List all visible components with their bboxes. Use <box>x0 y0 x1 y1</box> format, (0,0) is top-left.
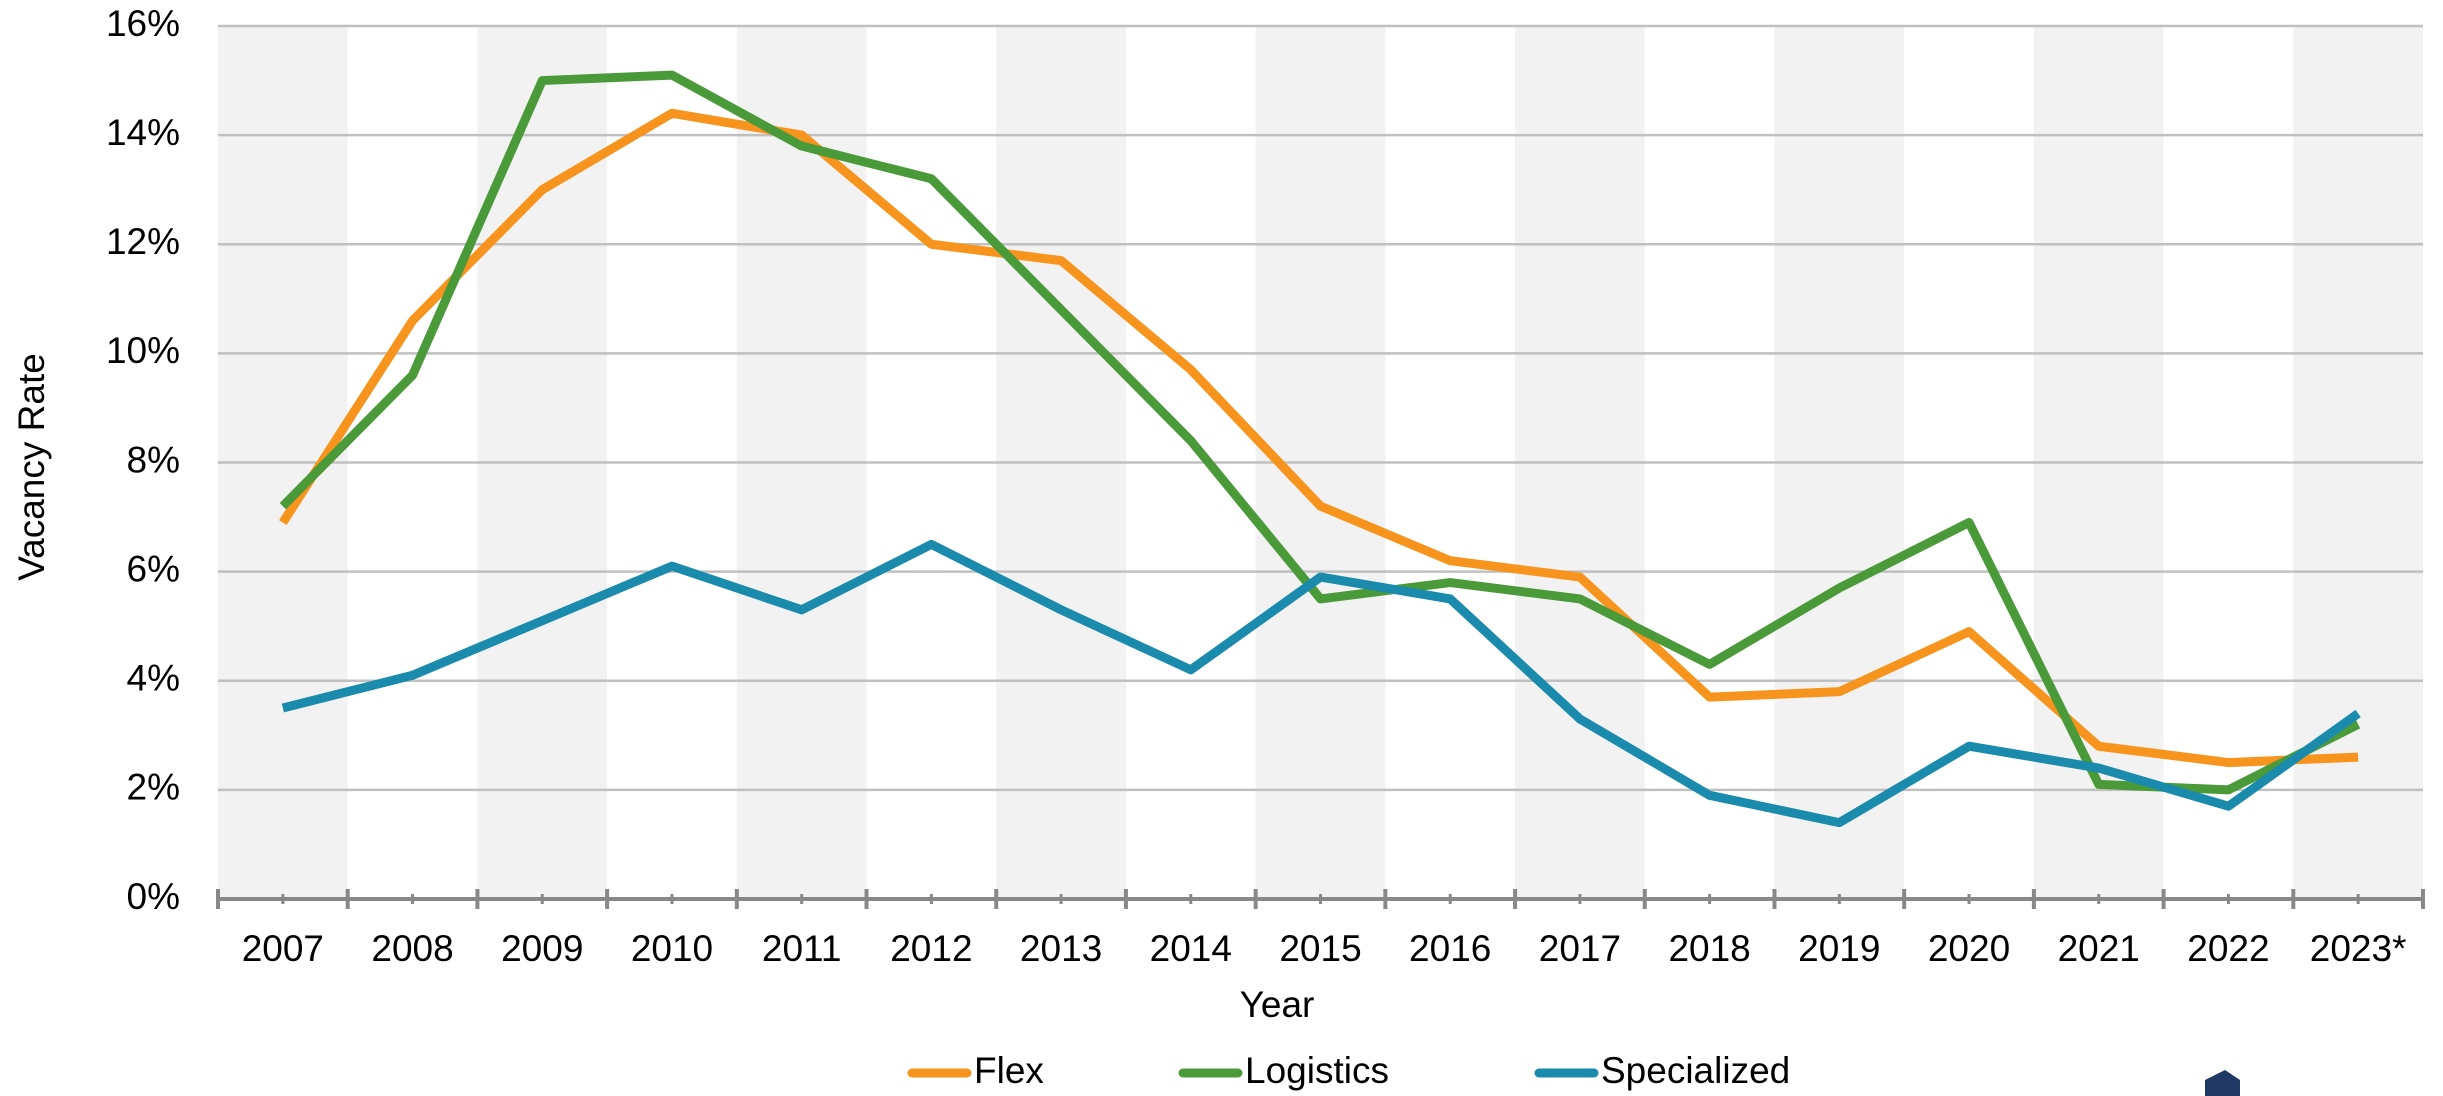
y-tick-label: 16% <box>106 3 180 44</box>
x-tick-label: 2007 <box>242 928 324 969</box>
x-tick-label: 2021 <box>2058 928 2140 969</box>
x-tick-label: 2019 <box>1798 928 1880 969</box>
logo <box>2205 1070 2240 1096</box>
y-tick-label: 2% <box>127 767 180 808</box>
x-tick-label: 2018 <box>1668 928 1750 969</box>
legend-label: Logistics <box>1245 1050 1389 1091</box>
x-tick-label: 2020 <box>1928 928 2010 969</box>
y-tick-label: 4% <box>127 658 180 699</box>
x-tick-label: 2008 <box>371 928 453 969</box>
x-tick-label: 2010 <box>631 928 713 969</box>
x-tick-label: 2016 <box>1409 928 1491 969</box>
x-tick-label: 2015 <box>1279 928 1361 969</box>
x-tick-label: 2013 <box>1020 928 1102 969</box>
y-tick-label: 0% <box>127 876 180 917</box>
y-tick-label: 10% <box>106 330 180 371</box>
y-tick-label: 12% <box>106 221 180 262</box>
x-tick-label: 2012 <box>890 928 972 969</box>
y-tick-label: 6% <box>127 548 180 589</box>
x-tick-label: 2017 <box>1539 928 1621 969</box>
y-axis-label: Vacancy Rate <box>11 353 52 581</box>
x-tick-label: 2023* <box>2310 928 2407 969</box>
line <box>279 70 2361 795</box>
legend-label: Specialized <box>1601 1050 1790 1091</box>
x-tick-label: 2022 <box>2187 928 2269 969</box>
legend-label: Flex <box>974 1050 1044 1091</box>
x-axis-label: Year <box>1240 984 1315 1025</box>
x-tick-label: 2011 <box>762 928 842 969</box>
x-tick-label: 2014 <box>1150 928 1232 969</box>
line <box>281 539 2361 828</box>
line <box>279 108 2359 768</box>
y-tick-label: 8% <box>127 439 180 480</box>
x-tick-label: 2009 <box>501 928 583 969</box>
y-tick-label: 14% <box>106 112 180 153</box>
